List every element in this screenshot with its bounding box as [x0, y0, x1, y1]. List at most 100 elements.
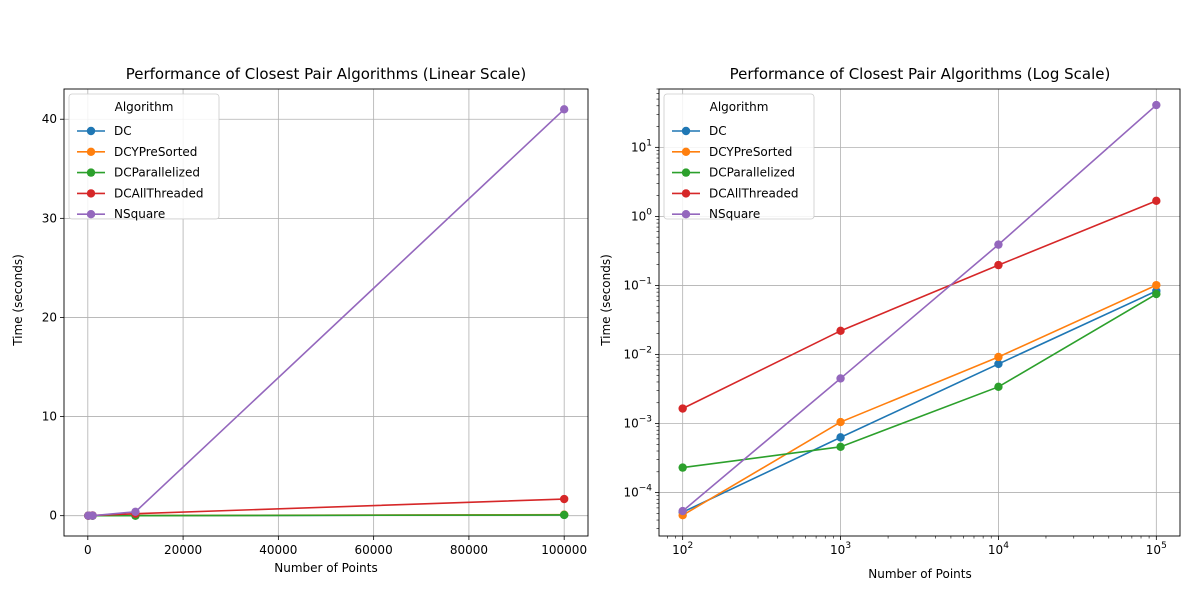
log-scale-chart: Performance of Closest Pair Algorithms (… [599, 65, 1181, 581]
x-tick-label: 103 [830, 541, 851, 557]
legend-item: NSquare [77, 207, 165, 221]
y-tick-label: 10−2 [623, 345, 652, 361]
legend-swatch-marker [86, 189, 96, 198]
legend-label: DC [114, 124, 132, 138]
data-point [559, 510, 569, 520]
x-tick-label: 0 [84, 543, 92, 557]
x-tick-label: 104 [988, 541, 1009, 557]
legend-swatch-marker [681, 126, 691, 136]
linear-scale-chart: Performance of Closest Pair Algorithms (… [11, 65, 589, 575]
legend: Algorithm DC DCYPreSorted DCParallelized DCA… [68, 93, 220, 221]
y-tick-label: 10−1 [623, 276, 652, 292]
data-point [994, 352, 1003, 362]
legend-item: NSquare [672, 207, 760, 221]
legend-label: NSquare [709, 207, 760, 221]
series-dcypresorted [678, 280, 1161, 520]
data-point [836, 433, 845, 442]
y-axis-label: Time (seconds) [11, 254, 25, 347]
y-tick-label: 10−4 [623, 484, 652, 500]
data-point [836, 374, 845, 383]
legend-item: DC [77, 124, 132, 138]
series-line [682, 284, 1157, 516]
legend-title: Algorithm [710, 100, 769, 114]
y-tick-label: 20 [42, 310, 57, 324]
data-point [994, 382, 1003, 392]
data-point [131, 507, 140, 517]
legend-item: DC [672, 124, 727, 138]
y-tick-label: 40 [42, 112, 57, 126]
data-point [836, 326, 845, 336]
x-axis-label: Number of Points [868, 567, 971, 581]
data-point [678, 404, 687, 413]
data-point [994, 359, 1003, 369]
series-nsquare [84, 105, 569, 520]
legend-swatch-marker [86, 147, 96, 156]
data-point [1152, 289, 1161, 299]
legend-box [68, 93, 220, 220]
series-dcparallelized [678, 289, 1161, 472]
series-dcallthreaded [678, 196, 1161, 413]
legend-item: DCAllThreaded [77, 186, 203, 200]
data-point [678, 463, 687, 472]
legend-item: DCYPreSorted [77, 145, 197, 159]
y-tick-label: 100 [631, 207, 652, 223]
data-point [994, 240, 1003, 249]
data-point [559, 105, 569, 114]
data-point [1152, 280, 1161, 290]
series-line [682, 293, 1157, 469]
plot-frame [658, 88, 1181, 537]
legend-item: DCParallelized [672, 166, 795, 180]
legend-swatch-marker [681, 147, 691, 156]
x-tick-label: 60000 [355, 543, 393, 557]
y-axis-label: Time (seconds) [599, 254, 613, 347]
x-tick-label: 20000 [164, 543, 202, 557]
series-line [682, 290, 1157, 513]
legend-swatch-marker [681, 210, 691, 219]
legend-label: DCYPreSorted [114, 145, 197, 159]
legend: Algorithm DC DCYPreSorted DCParallelized DCA… [663, 93, 815, 221]
plot-frame [63, 88, 589, 537]
legend-item: DCYPreSorted [672, 145, 792, 159]
legend-label: DCYPreSorted [709, 145, 792, 159]
series-nsquare [678, 100, 1161, 516]
series-line [88, 514, 565, 517]
x-tick-label: 40000 [259, 543, 297, 557]
y-tick-label: 30 [42, 211, 57, 225]
y-tick-label: 10 [42, 410, 57, 424]
chart-title: Performance of Closest Pair Algorithms (… [730, 65, 1111, 83]
legend-label: NSquare [114, 207, 165, 221]
data-point [1152, 196, 1161, 206]
series-line [682, 104, 1157, 512]
series-line [682, 200, 1157, 410]
data-point [836, 417, 845, 427]
x-tick-label: 105 [1146, 541, 1167, 557]
data-point [836, 442, 845, 452]
y-tick-label: 101 [631, 138, 652, 154]
y-tick-label: 0 [49, 509, 57, 523]
legend-item: DCParallelized [77, 166, 200, 180]
x-tick-label: 80000 [450, 543, 488, 557]
x-axis-label: Number of Points [274, 561, 377, 575]
data-point [88, 511, 97, 520]
legend-item: DCAllThreaded [672, 186, 798, 200]
legend-title: Algorithm [115, 100, 174, 114]
legend-swatch-marker [86, 210, 96, 219]
legend-swatch-marker [681, 168, 691, 177]
legend-box [663, 93, 815, 220]
chart-title: Performance of Closest Pair Algorithms (… [126, 65, 527, 83]
data-point [1152, 100, 1161, 110]
data-point [994, 260, 1003, 270]
x-tick-label: 100000 [541, 543, 587, 557]
data-point [559, 494, 569, 504]
legend-swatch-marker [681, 189, 691, 198]
y-tick-label: 10−3 [623, 415, 652, 431]
x-tick-label: 102 [672, 541, 693, 557]
legend-swatch-marker [86, 168, 96, 177]
series-dc [678, 286, 1161, 517]
legend-label: DCParallelized [709, 166, 795, 180]
series-line [88, 498, 565, 517]
legend-label: DCParallelized [114, 166, 200, 180]
legend-label: DCAllThreaded [709, 186, 798, 200]
data-point [678, 506, 687, 516]
